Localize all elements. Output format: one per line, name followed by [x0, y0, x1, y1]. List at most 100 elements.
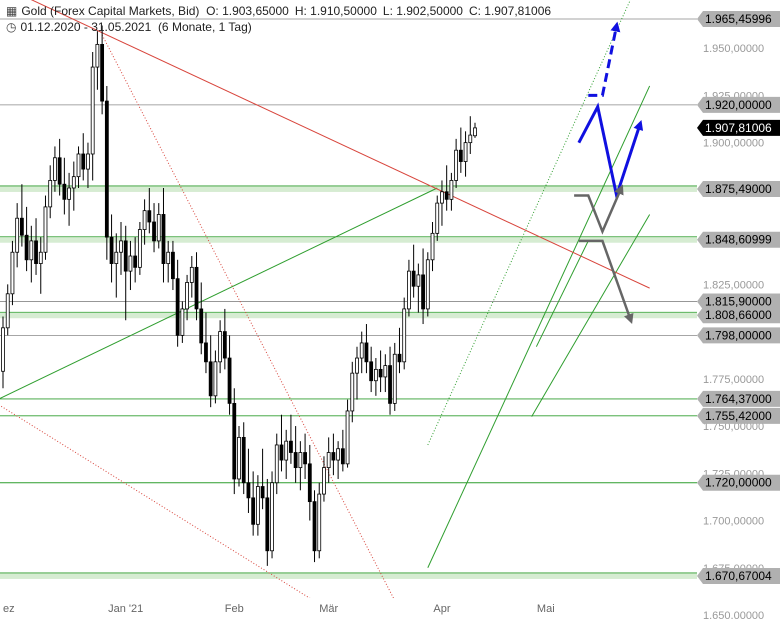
candle-body — [449, 180, 454, 200]
candle-body — [378, 368, 383, 378]
price-label-box — [697, 327, 780, 344]
candle-body — [86, 153, 90, 170]
price-label-box — [697, 474, 780, 491]
candle-body — [444, 191, 449, 200]
candle-body — [1, 327, 5, 372]
price-label-box — [697, 10, 780, 27]
candle-body — [350, 372, 355, 412]
candle-body — [289, 440, 293, 453]
high-value: H: 1.910,50000 — [294, 4, 377, 18]
projection-arrow — [574, 184, 624, 235]
candle-body — [260, 486, 265, 499]
date-range: 01.12.2020 - 31.05.2021 — [20, 20, 152, 34]
projection-arrow — [588, 21, 621, 97]
price-label: 1.965,45996 — [705, 12, 772, 26]
candle-body — [222, 331, 227, 359]
candle-body — [53, 157, 57, 181]
candle-body — [322, 467, 326, 495]
candle-body — [416, 274, 421, 287]
candle-body — [76, 153, 81, 178]
candle-body — [468, 134, 473, 144]
candle-body — [454, 149, 459, 181]
candle-body — [119, 240, 123, 253]
trendline — [535, 240, 589, 347]
candle-body — [142, 210, 147, 230]
candle-body — [166, 251, 171, 264]
candle-body — [369, 361, 374, 382]
candle-body — [114, 251, 119, 264]
candle-body — [185, 282, 189, 310]
candle-body — [137, 229, 142, 268]
candle-body — [284, 440, 289, 461]
candle-body — [274, 444, 279, 484]
candle-body — [421, 274, 425, 310]
candle-body — [246, 482, 251, 499]
candle-body — [147, 210, 152, 223]
candle-body — [355, 357, 359, 374]
trendline — [30, 0, 650, 289]
candlestick-icon: ▦ — [6, 4, 18, 18]
candle-body — [298, 452, 303, 469]
candle-body — [199, 308, 204, 344]
candle-body — [463, 142, 468, 162]
trendline — [531, 214, 651, 417]
candle-body — [473, 127, 477, 137]
candle-body — [5, 293, 10, 329]
candle-body — [133, 255, 138, 268]
candle-body — [397, 353, 402, 363]
candle-body — [303, 452, 307, 465]
candle-body — [123, 240, 128, 272]
candle-body — [411, 270, 416, 287]
price-label: 1.875,49000 — [705, 182, 772, 196]
price-label: 1.755,42000 — [705, 409, 772, 423]
candle-body — [10, 251, 15, 295]
candle-body — [38, 251, 43, 264]
y-tick-label: 1.650,00000 — [703, 610, 764, 619]
candle-body — [218, 331, 223, 363]
projection-arrow — [577, 102, 644, 202]
candle-body — [255, 486, 260, 525]
level-zone — [0, 236, 697, 243]
candle-body — [435, 202, 440, 234]
candle-body — [359, 342, 364, 359]
candle-body — [95, 44, 100, 68]
candle-body — [100, 44, 105, 102]
price-label-box — [697, 390, 780, 407]
candle-body — [227, 357, 232, 404]
range-header: ◷ 01.12.2020 - 31.05.2021 (6 Monate, 1 Ta… — [6, 20, 252, 34]
price-label: 1.815,90000 — [705, 295, 772, 309]
candle-body — [152, 221, 156, 242]
candle-body — [336, 448, 341, 461]
candle-body — [71, 176, 76, 189]
candle-body — [373, 368, 378, 382]
price-label: 1.764,37000 — [705, 392, 772, 406]
price-label-box — [697, 180, 780, 197]
candle-body — [402, 308, 407, 363]
low-value: L: 1.902,50000 — [382, 4, 463, 18]
candle-body — [232, 402, 237, 480]
trendline — [427, 85, 651, 568]
candle-body — [81, 153, 86, 170]
y-tick-label: 1.750,00000 — [703, 421, 764, 433]
y-tick-label: 1.950,00000 — [703, 43, 764, 55]
instrument-header: ▦ Gold (Forex Capital Markets, Bid) O: 1.… — [6, 4, 557, 18]
price-label-box — [697, 407, 780, 424]
candle-body — [241, 436, 246, 484]
x-tick-label: Jan '21 — [108, 603, 143, 615]
candle-body — [407, 270, 411, 310]
candle-body — [161, 214, 166, 264]
candle-body — [62, 183, 67, 200]
candle-body — [388, 365, 392, 404]
price-label-box — [697, 119, 780, 136]
candle-body — [194, 266, 199, 310]
candle-body — [345, 410, 350, 465]
candle-body — [24, 234, 29, 261]
candle-body — [90, 66, 95, 155]
candle-body — [340, 448, 345, 465]
candle-body — [331, 452, 336, 461]
price-label-box — [697, 96, 780, 113]
candle-body — [180, 308, 185, 336]
close-value: C: 1.907,81006 — [468, 4, 552, 18]
projection-arrow — [578, 239, 634, 325]
